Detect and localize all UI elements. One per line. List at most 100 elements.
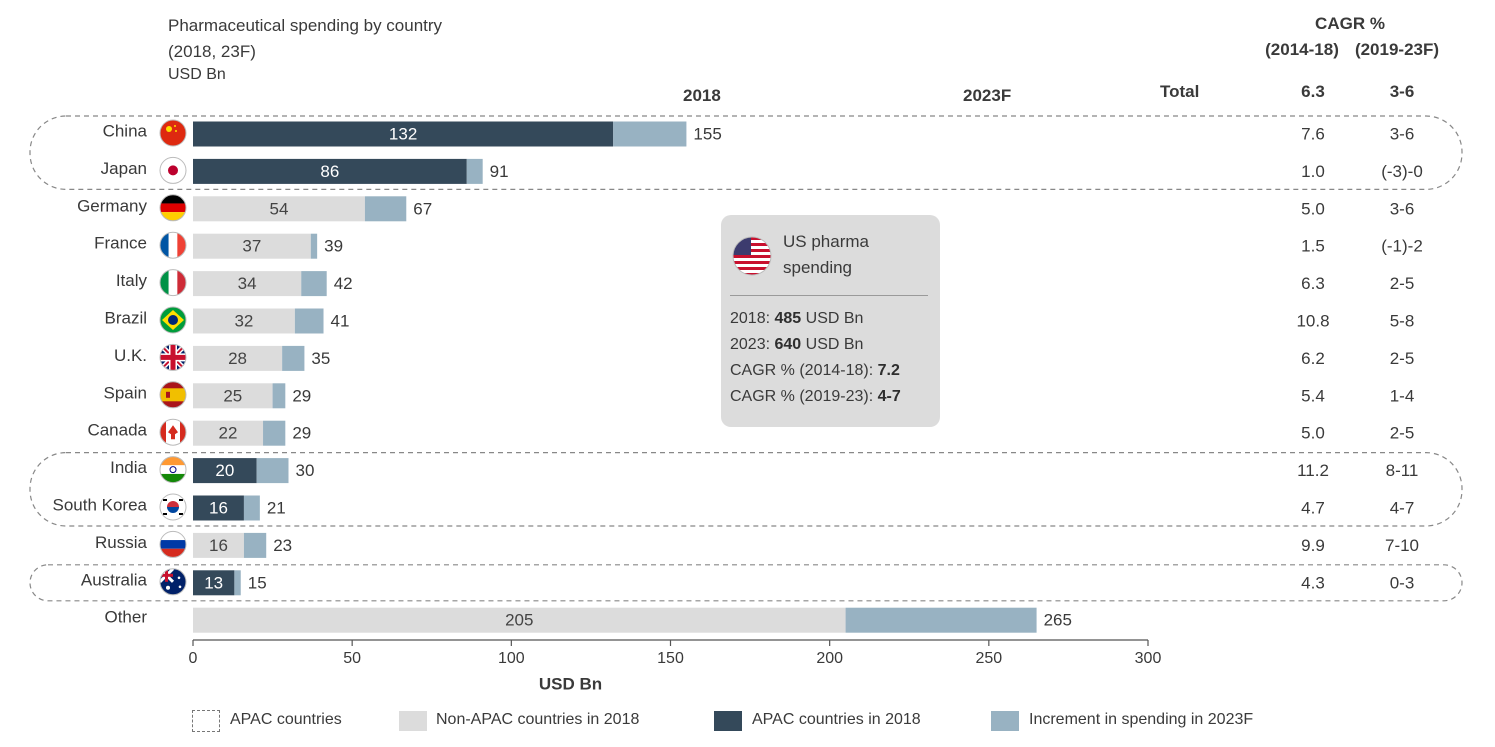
label-2018-australia: 13 (204, 573, 223, 592)
bar-increment-spain (272, 383, 286, 409)
spain-flag-icon-border (159, 381, 187, 409)
x-tick-label-150: 150 (657, 650, 684, 667)
cagr-total-2014-18: 6.3 (1301, 82, 1325, 101)
chart-title-line-1: Pharmaceutical spending by country (168, 16, 443, 35)
header-2018: 2018 (683, 86, 721, 105)
callout-2023-unit: USD Bn (801, 336, 864, 353)
header-cagr-period-2: (2019-23F) (1354, 40, 1440, 59)
callout-line-2018: 2018: 485 USD Bn (730, 310, 863, 328)
cagr-2019-23f-india: 8-11 (1386, 461, 1419, 480)
bar-2018-south-korea (193, 495, 244, 521)
bar-increment-brazil (294, 308, 324, 334)
label-2018-spain: 25 (223, 386, 242, 405)
germany-flag-icon (160, 194, 186, 221)
bar-increment-japan (466, 158, 483, 184)
label-2023f-france: 39 (324, 237, 343, 256)
label-2018-germany: 54 (269, 199, 288, 218)
category-label-china: China (103, 121, 148, 140)
cagr-2014-18-brazil: 10.8 (1296, 311, 1329, 330)
cagr-2014-18-u-k: 6.2 (1301, 349, 1325, 368)
callout-title-line-2: spending (783, 258, 853, 277)
label-2023f-south-korea: 21 (267, 498, 286, 517)
legend-label-apac: APAC countries in 2018 (752, 711, 921, 728)
cagr-2019-23f-germany: 3-6 (1390, 199, 1415, 218)
category-label-italy: Italy (116, 271, 148, 290)
label-2018-canada: 22 (219, 424, 238, 443)
label-2018-italy: 34 (238, 274, 257, 293)
callout-2023-label: 2023: (730, 336, 775, 353)
callout-2018-unit: USD Bn (801, 310, 864, 327)
us-callout: US pharma spending 2018: 485 USD Bn 2023… (721, 215, 940, 427)
cagr-2019-23f-italy: 2-5 (1390, 274, 1415, 293)
bar-increment-other (845, 607, 1037, 633)
label-2023f-india: 30 (296, 461, 315, 480)
x-axis-title: USD Bn (539, 674, 602, 693)
cagr-2014-18-china: 7.6 (1301, 124, 1325, 143)
south-korea-flag-icon-border (159, 493, 187, 521)
cagr-2019-23f-australia: 0-3 (1390, 573, 1415, 592)
bar-increment-south-korea (243, 495, 260, 521)
callout-cagr-2-label: CAGR % (2019-23): (730, 388, 878, 405)
callout-line-cagr-1: CAGR % (2014-18): 7.2 (730, 362, 900, 380)
brazil-flag-icon-border (159, 306, 187, 334)
header-cagr: CAGR % (1315, 14, 1385, 33)
legend-label-increment: Increment in spending in 2023F (1029, 711, 1254, 728)
bar-increment-germany (364, 196, 407, 222)
label-2023f-china: 155 (693, 124, 721, 143)
bar-increment-india (256, 458, 289, 484)
china-flag-icon (160, 120, 186, 146)
apac-group-outline-3 (29, 564, 1463, 602)
chart-title-line-2: (2018, 23F) (168, 42, 256, 61)
legend-swatch-apac-group (192, 710, 220, 732)
cagr-2019-23f-china: 3-6 (1390, 124, 1415, 143)
australia-flag-icon-border (159, 568, 187, 596)
uk-flag-icon (160, 344, 186, 371)
cagr-2014-18-spain: 5.4 (1301, 386, 1325, 405)
brazil-flag-icon (160, 307, 186, 333)
label-2018-russia: 16 (209, 536, 228, 555)
x-tick-label-50: 50 (343, 650, 361, 667)
label-2023f-canada: 29 (292, 424, 311, 443)
france-flag-icon (160, 232, 186, 259)
label-2018-france: 37 (242, 237, 261, 256)
india-flag-icon (160, 456, 186, 483)
callout-line-cagr-2: CAGR % (2019-23): 4-7 (730, 388, 901, 406)
legend-swatch-increment (991, 711, 1019, 731)
bar-2018-italy (193, 271, 302, 297)
category-label-russia: Russia (95, 533, 148, 552)
callout-cagr-1-label: CAGR % (2014-18): (730, 362, 878, 379)
category-label-canada: Canada (87, 421, 147, 440)
header-cagr-period-1: (2014-18) (1265, 40, 1339, 59)
uk-flag-icon-border (159, 343, 187, 371)
legend-swatch-non-apac (399, 711, 427, 731)
cagr-2019-23f-japan: (-3)-0 (1381, 162, 1423, 181)
label-2023f-russia: 23 (273, 536, 292, 555)
category-label-australia: Australia (81, 570, 148, 589)
label-2018-india: 20 (215, 461, 234, 480)
cagr-2019-23f-russia: 7-10 (1385, 536, 1419, 555)
bar-increment-france (310, 233, 318, 259)
legend-swatch-apac (714, 711, 742, 731)
cagr-2014-18-russia: 9.9 (1301, 536, 1325, 555)
cagr-2014-18-germany: 5.0 (1301, 199, 1325, 218)
bar-2018-china (193, 121, 614, 147)
bar-increment-australia (234, 570, 241, 596)
cagr-2019-23f-brazil: 5-8 (1390, 311, 1415, 330)
japan-flag-icon (160, 157, 186, 184)
callout-cagr-1-value: 7.2 (877, 362, 900, 379)
bar-2018-france (193, 233, 311, 259)
cagr-2014-18-france: 1.5 (1301, 237, 1325, 256)
russia-flag-icon-border (159, 530, 187, 558)
callout-divider (730, 295, 928, 296)
category-label-u-k: U.K. (114, 346, 147, 365)
callout-title-line-1: US pharma (783, 232, 869, 251)
cagr-2014-18-japan: 1.0 (1301, 162, 1325, 181)
category-label-france: France (94, 234, 147, 253)
cagr-2019-23f-canada: 2-5 (1390, 424, 1415, 443)
japan-flag-icon-border (159, 156, 187, 184)
bar-2018-japan (193, 158, 467, 184)
bar-2018-spain (193, 383, 273, 409)
china-flag-icon-border (159, 119, 187, 147)
label-2018-other: 205 (505, 611, 533, 630)
cagr-2019-23f-spain: 1-4 (1390, 386, 1415, 405)
